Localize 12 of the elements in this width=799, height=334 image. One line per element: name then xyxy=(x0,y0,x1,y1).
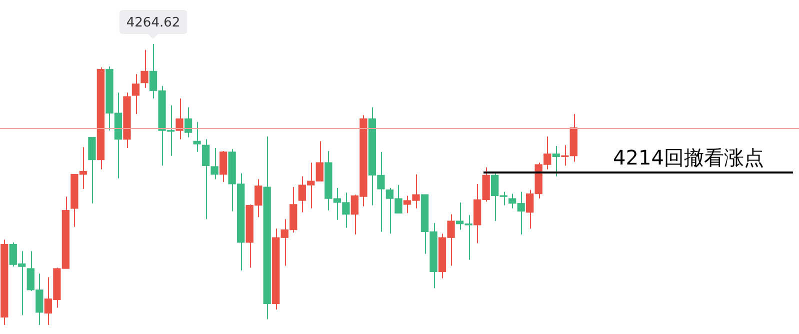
candlestick xyxy=(552,146,560,177)
candlestick xyxy=(210,147,218,180)
candlestick xyxy=(176,98,184,140)
candlestick xyxy=(88,136,96,204)
candlestick xyxy=(184,106,192,138)
annotation: 4264.62 xyxy=(126,15,180,30)
ref-line-label: 4214回撤看涨点 xyxy=(613,146,764,170)
candlestick xyxy=(132,74,140,114)
candlestick xyxy=(202,138,210,220)
candlestick xyxy=(193,121,201,152)
candlestick xyxy=(140,49,148,88)
candlestick xyxy=(219,150,228,182)
